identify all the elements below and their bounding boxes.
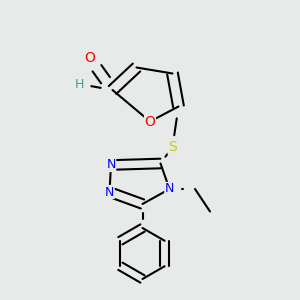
Text: N: N xyxy=(105,185,114,199)
Text: O: O xyxy=(85,52,95,65)
Text: H: H xyxy=(75,77,84,91)
Text: N: N xyxy=(106,158,116,172)
Text: S: S xyxy=(168,140,177,154)
Text: N: N xyxy=(165,182,174,196)
Text: O: O xyxy=(145,115,155,128)
